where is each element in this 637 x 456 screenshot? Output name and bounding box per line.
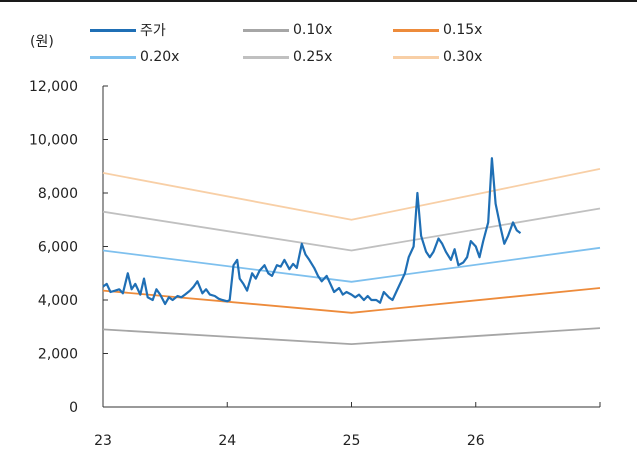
x-tick-label: 23 (94, 433, 112, 449)
series-line-5 (102, 168, 601, 221)
tick-labels: 0 2,000 4,000 6,000 8,000 10,000 12,000 23 24 25 2… (29, 79, 485, 449)
legend-item: 0.20x (90, 48, 179, 66)
legend-swatch (393, 28, 439, 32)
series-line-2 (102, 287, 601, 314)
y-tick-label: 8,000 (38, 186, 78, 202)
legend-swatch (243, 28, 289, 32)
legend-label: 0.20x (140, 49, 180, 65)
y-tick-label: 12,000 (29, 79, 78, 95)
axes (102, 85, 601, 408)
top-rule (0, 0, 637, 2)
y-tick-label: 4,000 (38, 293, 78, 309)
y-tick-label: 2,000 (38, 347, 78, 363)
legend-swatch (243, 55, 289, 59)
legend-swatch (90, 55, 136, 59)
series-line-1 (102, 327, 601, 346)
legend-item: 0.10x (243, 21, 332, 39)
series-line-3 (102, 246, 601, 283)
legend-item: 주가 (90, 21, 166, 39)
legend-label: 0.30x (443, 49, 483, 65)
x-tick-label: 26 (467, 433, 485, 449)
series-line-0 (102, 157, 522, 306)
series-line-4 (102, 207, 601, 252)
legend-label: 0.10x (293, 22, 333, 38)
x-tick-label: 24 (218, 433, 236, 449)
legend-label: 주가 (140, 23, 166, 39)
x-tick-label: 25 (343, 433, 361, 449)
y-tick-label: 6,000 (38, 240, 78, 256)
legend-label: 0.25x (293, 49, 333, 65)
legend-item: 0.25x (243, 48, 332, 66)
legend-swatch (90, 28, 136, 32)
legend-swatch (393, 55, 439, 59)
y-tick-label: 0 (69, 400, 78, 416)
legend-label: 0.15x (443, 22, 483, 38)
legend-item: 0.30x (393, 48, 482, 66)
series-layer (102, 157, 601, 346)
legend-item: 0.15x (393, 21, 482, 39)
y-unit-label: (원) (30, 34, 54, 50)
y-tick-label: 10,000 (29, 133, 78, 149)
